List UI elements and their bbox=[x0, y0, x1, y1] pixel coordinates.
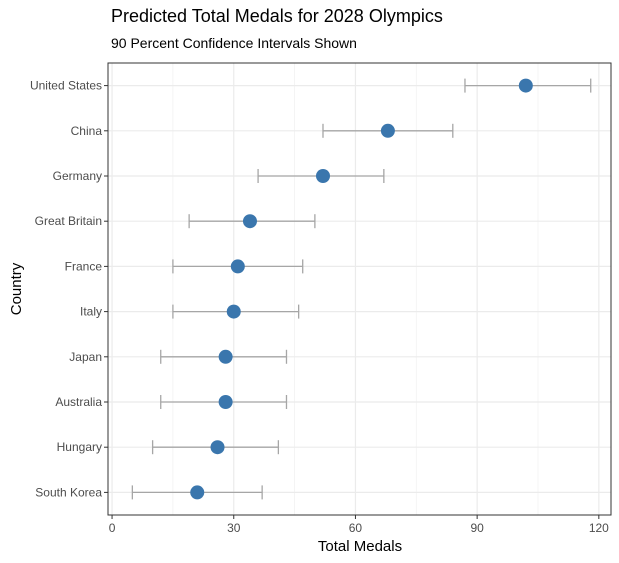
y-tick-label: Germany bbox=[53, 169, 102, 183]
y-tick-label: Great Britain bbox=[35, 214, 102, 228]
y-tick-label: Japan bbox=[69, 350, 102, 364]
data-point bbox=[226, 304, 241, 319]
data-point bbox=[218, 349, 233, 364]
y-axis-title: Country bbox=[8, 262, 25, 315]
x-tick-label: 30 bbox=[227, 521, 241, 535]
x-axis: 0 30 60 90 120 bbox=[109, 515, 609, 535]
data-point bbox=[210, 440, 225, 455]
y-tick-label: South Korea bbox=[35, 485, 102, 499]
plot-border bbox=[107, 62, 612, 516]
x-tick-label: 0 bbox=[109, 521, 116, 535]
data-point bbox=[380, 123, 395, 138]
y-tick-label: France bbox=[65, 259, 103, 273]
data-point bbox=[190, 485, 205, 500]
data-point bbox=[518, 78, 533, 93]
data-point bbox=[218, 395, 233, 409]
plot-panel bbox=[108, 63, 611, 515]
y-tick-label: Hungary bbox=[57, 440, 102, 454]
y-tick-label: Italy bbox=[80, 305, 102, 319]
data-point bbox=[230, 259, 245, 274]
data-point bbox=[315, 169, 330, 183]
y-tick-label: China bbox=[71, 124, 103, 138]
points bbox=[190, 78, 533, 500]
data-point bbox=[242, 214, 257, 229]
y-tick-label: United States bbox=[30, 79, 102, 93]
chart-title: Predicted Total Medals for 2028 Olympics bbox=[111, 6, 443, 26]
y-tick-label: Australia bbox=[55, 395, 102, 409]
x-tick-label: 90 bbox=[470, 521, 484, 535]
x-tick-label: 120 bbox=[589, 521, 609, 535]
x-tick-label: 60 bbox=[349, 521, 363, 535]
y-axis: United States China Germany Great Britain Fr… bbox=[30, 79, 108, 499]
chart-subtitle: 90 Percent Confidence Intervals Shown bbox=[111, 35, 357, 51]
x-axis-title: Total Medals bbox=[318, 538, 402, 555]
